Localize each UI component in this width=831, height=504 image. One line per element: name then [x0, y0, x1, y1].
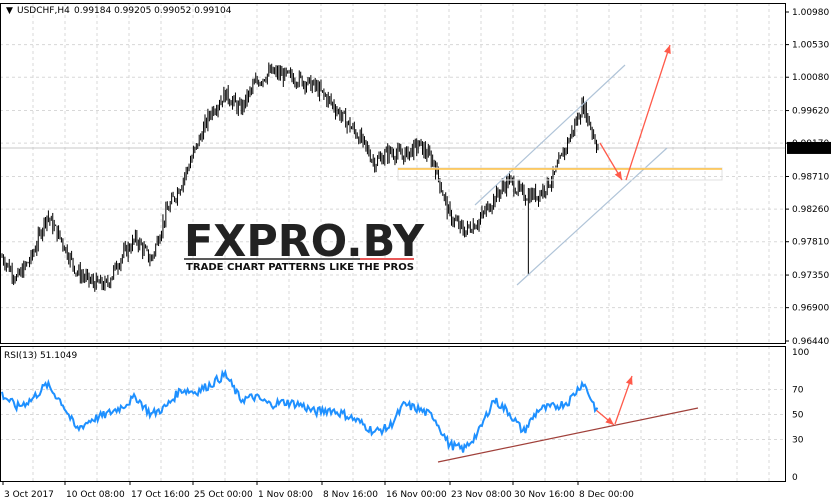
rsi-panel	[1, 368, 599, 453]
collapse-triangle-icon[interactable]: ▼	[6, 6, 13, 16]
y-tick-label: 0.96900	[792, 304, 829, 314]
rsi-arrow-up-icon	[614, 375, 633, 425]
x-tick-label: 23 Nov 08:00	[451, 490, 512, 500]
y-tick-label: 1.00530	[792, 41, 829, 51]
x-tick-label: 16 Nov 00:00	[386, 490, 447, 500]
candles	[1, 62, 599, 292]
rsi-tick-label: 70	[792, 386, 804, 396]
rsi-arrow-down-icon	[595, 409, 615, 426]
grid	[0, 3, 785, 481]
current-price-box	[787, 141, 831, 154]
rsi-tick-label: 100	[792, 348, 809, 358]
x-tick-label: 10 Oct 08:00	[66, 490, 125, 500]
y-tick-label: 0.96440	[792, 337, 829, 347]
support-zone	[397, 167, 723, 181]
y-tick-label: 0.97810	[792, 238, 829, 248]
axes: 1.009801.005301.000800.996200.991700.987…	[0, 3, 831, 500]
channel-upper-line	[474, 64, 626, 206]
rsi-panel-frame	[0, 346, 786, 482]
y-tick-label: 0.99620	[792, 107, 829, 117]
x-tick-label: 25 Oct 00:00	[194, 490, 253, 500]
rsi-label: RSI(13) 51.1049	[4, 351, 77, 361]
logo-tagline: TRADE CHART PATTERNS LIKE THE PROS	[186, 262, 414, 273]
y-tick-label: 1.00980	[792, 8, 829, 18]
current-price-label: 0.99104	[790, 144, 827, 154]
arrow-up-icon	[625, 44, 671, 181]
y-tick-label: 0.98710	[792, 173, 829, 183]
price-panel-frame	[0, 3, 786, 344]
ohlc-values: 0.99184 0.99205 0.99052 0.99104	[74, 6, 232, 16]
rsi-tick-label: 50	[792, 411, 804, 421]
rsi-tick-label: 0	[792, 473, 798, 483]
rsi-tick-label: 30	[792, 436, 804, 446]
x-tick-label: 3 Oct 2017	[4, 490, 54, 500]
arrow-down-icon	[599, 142, 623, 181]
y-tick-label: 0.98260	[792, 205, 829, 215]
symbol-label: USDCHF,H4	[17, 6, 70, 16]
rsi-line	[1, 368, 599, 453]
channel-lower-line	[516, 147, 668, 286]
x-tick-label: 17 Oct 16:00	[131, 490, 190, 500]
y-tick-label: 0.97350	[792, 271, 829, 281]
y-tick-label: 1.00080	[792, 73, 829, 83]
annotations	[397, 44, 723, 463]
x-tick-label: 30 Nov 16:00	[514, 490, 575, 500]
x-tick-label: 8 Dec 00:00	[579, 490, 634, 500]
fxpro-logo: FXPRO.BY TRADE CHART PATTERNS LIKE THE P…	[184, 216, 425, 273]
rsi-trendline	[437, 407, 699, 463]
x-tick-label: 1 Nov 08:00	[258, 490, 313, 500]
x-tick-label: 8 Nov 16:00	[323, 490, 378, 500]
